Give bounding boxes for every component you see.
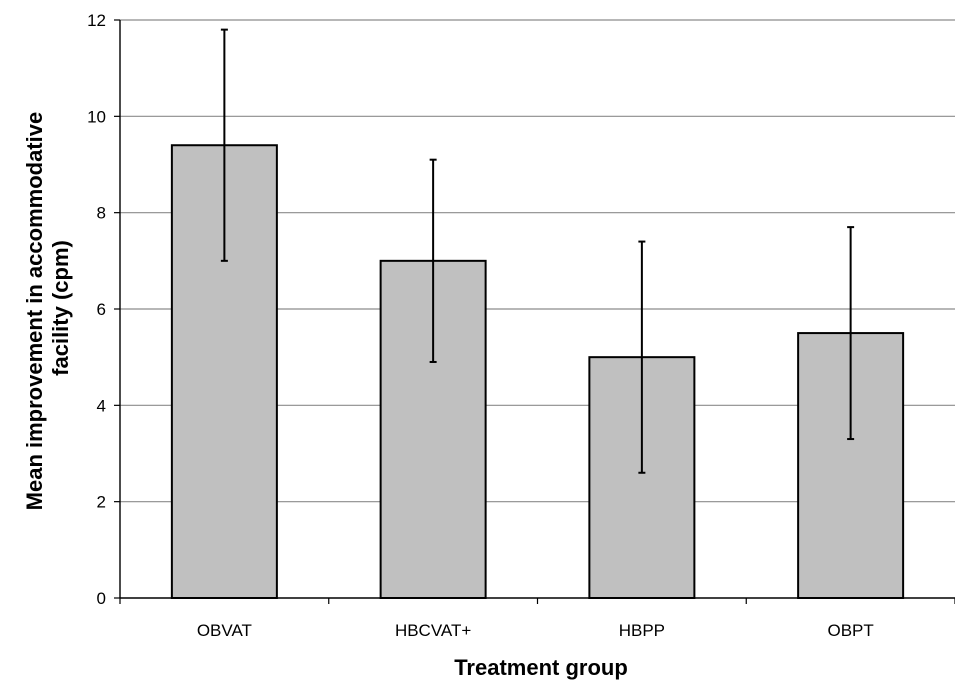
axes [114,19,955,604]
x-tick-label: OBPT [827,621,873,640]
y-tick-label: 8 [97,204,106,223]
y-tick-label: 4 [97,396,106,415]
x-axis-title: Treatment group [454,655,628,680]
y-tick-label: 0 [97,589,106,608]
y-tick-label: 6 [97,300,106,319]
y-tick-label: 10 [87,107,106,126]
y-axis-title-line-1: Mean improvement in accommodative [22,112,47,511]
x-tick-labels: OBVAT HBCVAT+ HBPP OBPT [197,621,874,640]
x-tick-label: OBVAT [197,621,252,640]
y-axis-title: Mean improvement in accommodative facili… [22,106,73,511]
y-tick-labels: 0 2 4 6 8 10 12 [87,11,106,608]
y-tick-label: 2 [97,493,106,512]
error-bars [220,28,855,474]
x-tick-label: HBCVAT+ [395,621,471,640]
y-axis-title-line-2: facility (cpm) [48,240,73,376]
y-tick-label: 12 [87,11,106,30]
x-tick-label: HBPP [619,621,665,640]
